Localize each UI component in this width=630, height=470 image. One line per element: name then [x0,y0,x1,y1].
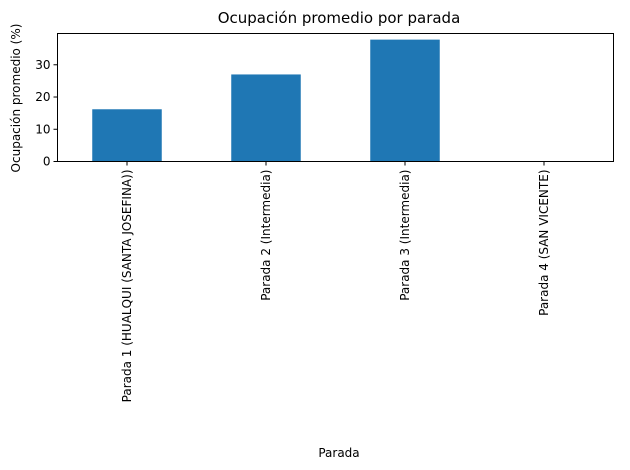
bar-1 [92,109,162,162]
y-axis-label: Ocupación promedio (%) [9,24,23,173]
x-axis: Parada 1 (HUALQUI (SANTA JOSEFINA)) Parad… [120,161,551,403]
x-tick-label: Parada 2 (Intermedia) [259,170,273,301]
y-tick-label: 10 [35,122,50,136]
x-tick-label: Parada 3 (Intermedia) [398,170,412,301]
y-tick-label: 30 [35,58,50,72]
chart-title: Ocupación promedio por parada [218,9,461,27]
y-tick-label: 20 [35,90,50,104]
y-axis: 0 10 20 30 [35,58,58,169]
plot-frame [57,33,614,162]
bar-3 [370,39,440,162]
bars-group [92,39,440,162]
x-tick-label: Parada 4 (SAN VICENTE) [537,170,551,316]
bar-2 [231,74,301,162]
y-tick-label: 0 [43,155,51,169]
x-axis-label: Parada [318,446,359,460]
x-tick-label: Parada 1 (HUALQUI (SANTA JOSEFINA)) [120,170,134,403]
